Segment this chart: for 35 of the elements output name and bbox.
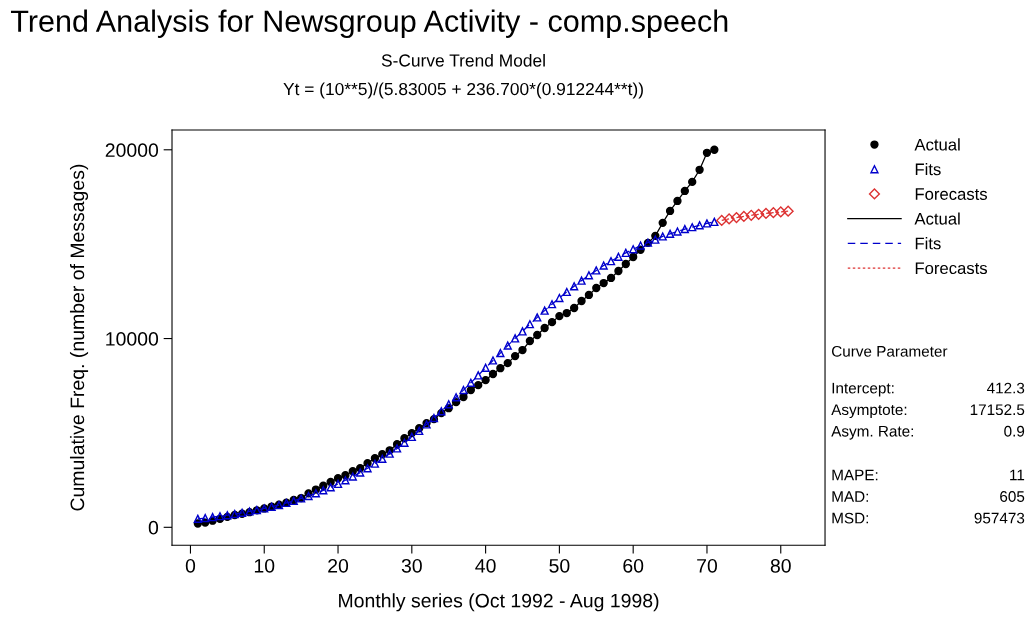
x-tick-label: 0 <box>185 558 196 573</box>
x-tick-label: 20 <box>328 558 349 573</box>
text: Actual <box>914 212 960 225</box>
y-tick-label: 0 <box>148 520 159 535</box>
y-tick-label: 20000 <box>105 143 159 158</box>
x-tick-label: 60 <box>623 558 644 573</box>
text: 0.9 <box>1004 425 1025 437</box>
x-tick-label: 50 <box>549 558 570 573</box>
text: 957473 <box>974 512 1025 524</box>
text: MAPE: <box>832 469 878 481</box>
x-tick-label: 10 <box>254 558 275 573</box>
y-axis-title: Cumulative Freq. (number of Messages) <box>69 164 89 511</box>
x-tick-label: 40 <box>475 558 496 573</box>
x-tick-label: 30 <box>401 558 422 573</box>
legend-label: Forecasts <box>915 188 988 200</box>
chart-subtitle: S-Curve Trend Model Yt = (10**5)/(5.83005 + 236.700*(0.912244**t)) <box>283 53 643 99</box>
y-tick-label: 10000 <box>106 332 159 346</box>
text: 17152.5 <box>970 404 1025 416</box>
text: 11 <box>1010 469 1025 481</box>
x-tick-label: 80 <box>770 558 791 573</box>
text: Forecasts <box>915 262 988 275</box>
text: Fits <box>915 163 941 176</box>
text: MSD: <box>832 512 869 524</box>
x-tick-label: 70 <box>697 558 718 573</box>
x-axis-title: Monthly series (Oct 1992 - Aug 1998) <box>339 593 659 612</box>
text: MAD: <box>832 491 869 502</box>
text: Intercept: <box>832 382 894 397</box>
text: 605 <box>1000 491 1025 502</box>
legend-label: Fits <box>915 237 941 250</box>
text: Asym. Rate: <box>831 425 914 440</box>
text: Curve Parameter <box>831 345 948 357</box>
legend-label: Actual <box>914 138 960 151</box>
chart-title: Trend Analysis for Newsgroup Activity - comp.speech <box>10 9 728 38</box>
text: Asymptote: <box>831 404 907 419</box>
text: 412.3 <box>986 382 1025 394</box>
